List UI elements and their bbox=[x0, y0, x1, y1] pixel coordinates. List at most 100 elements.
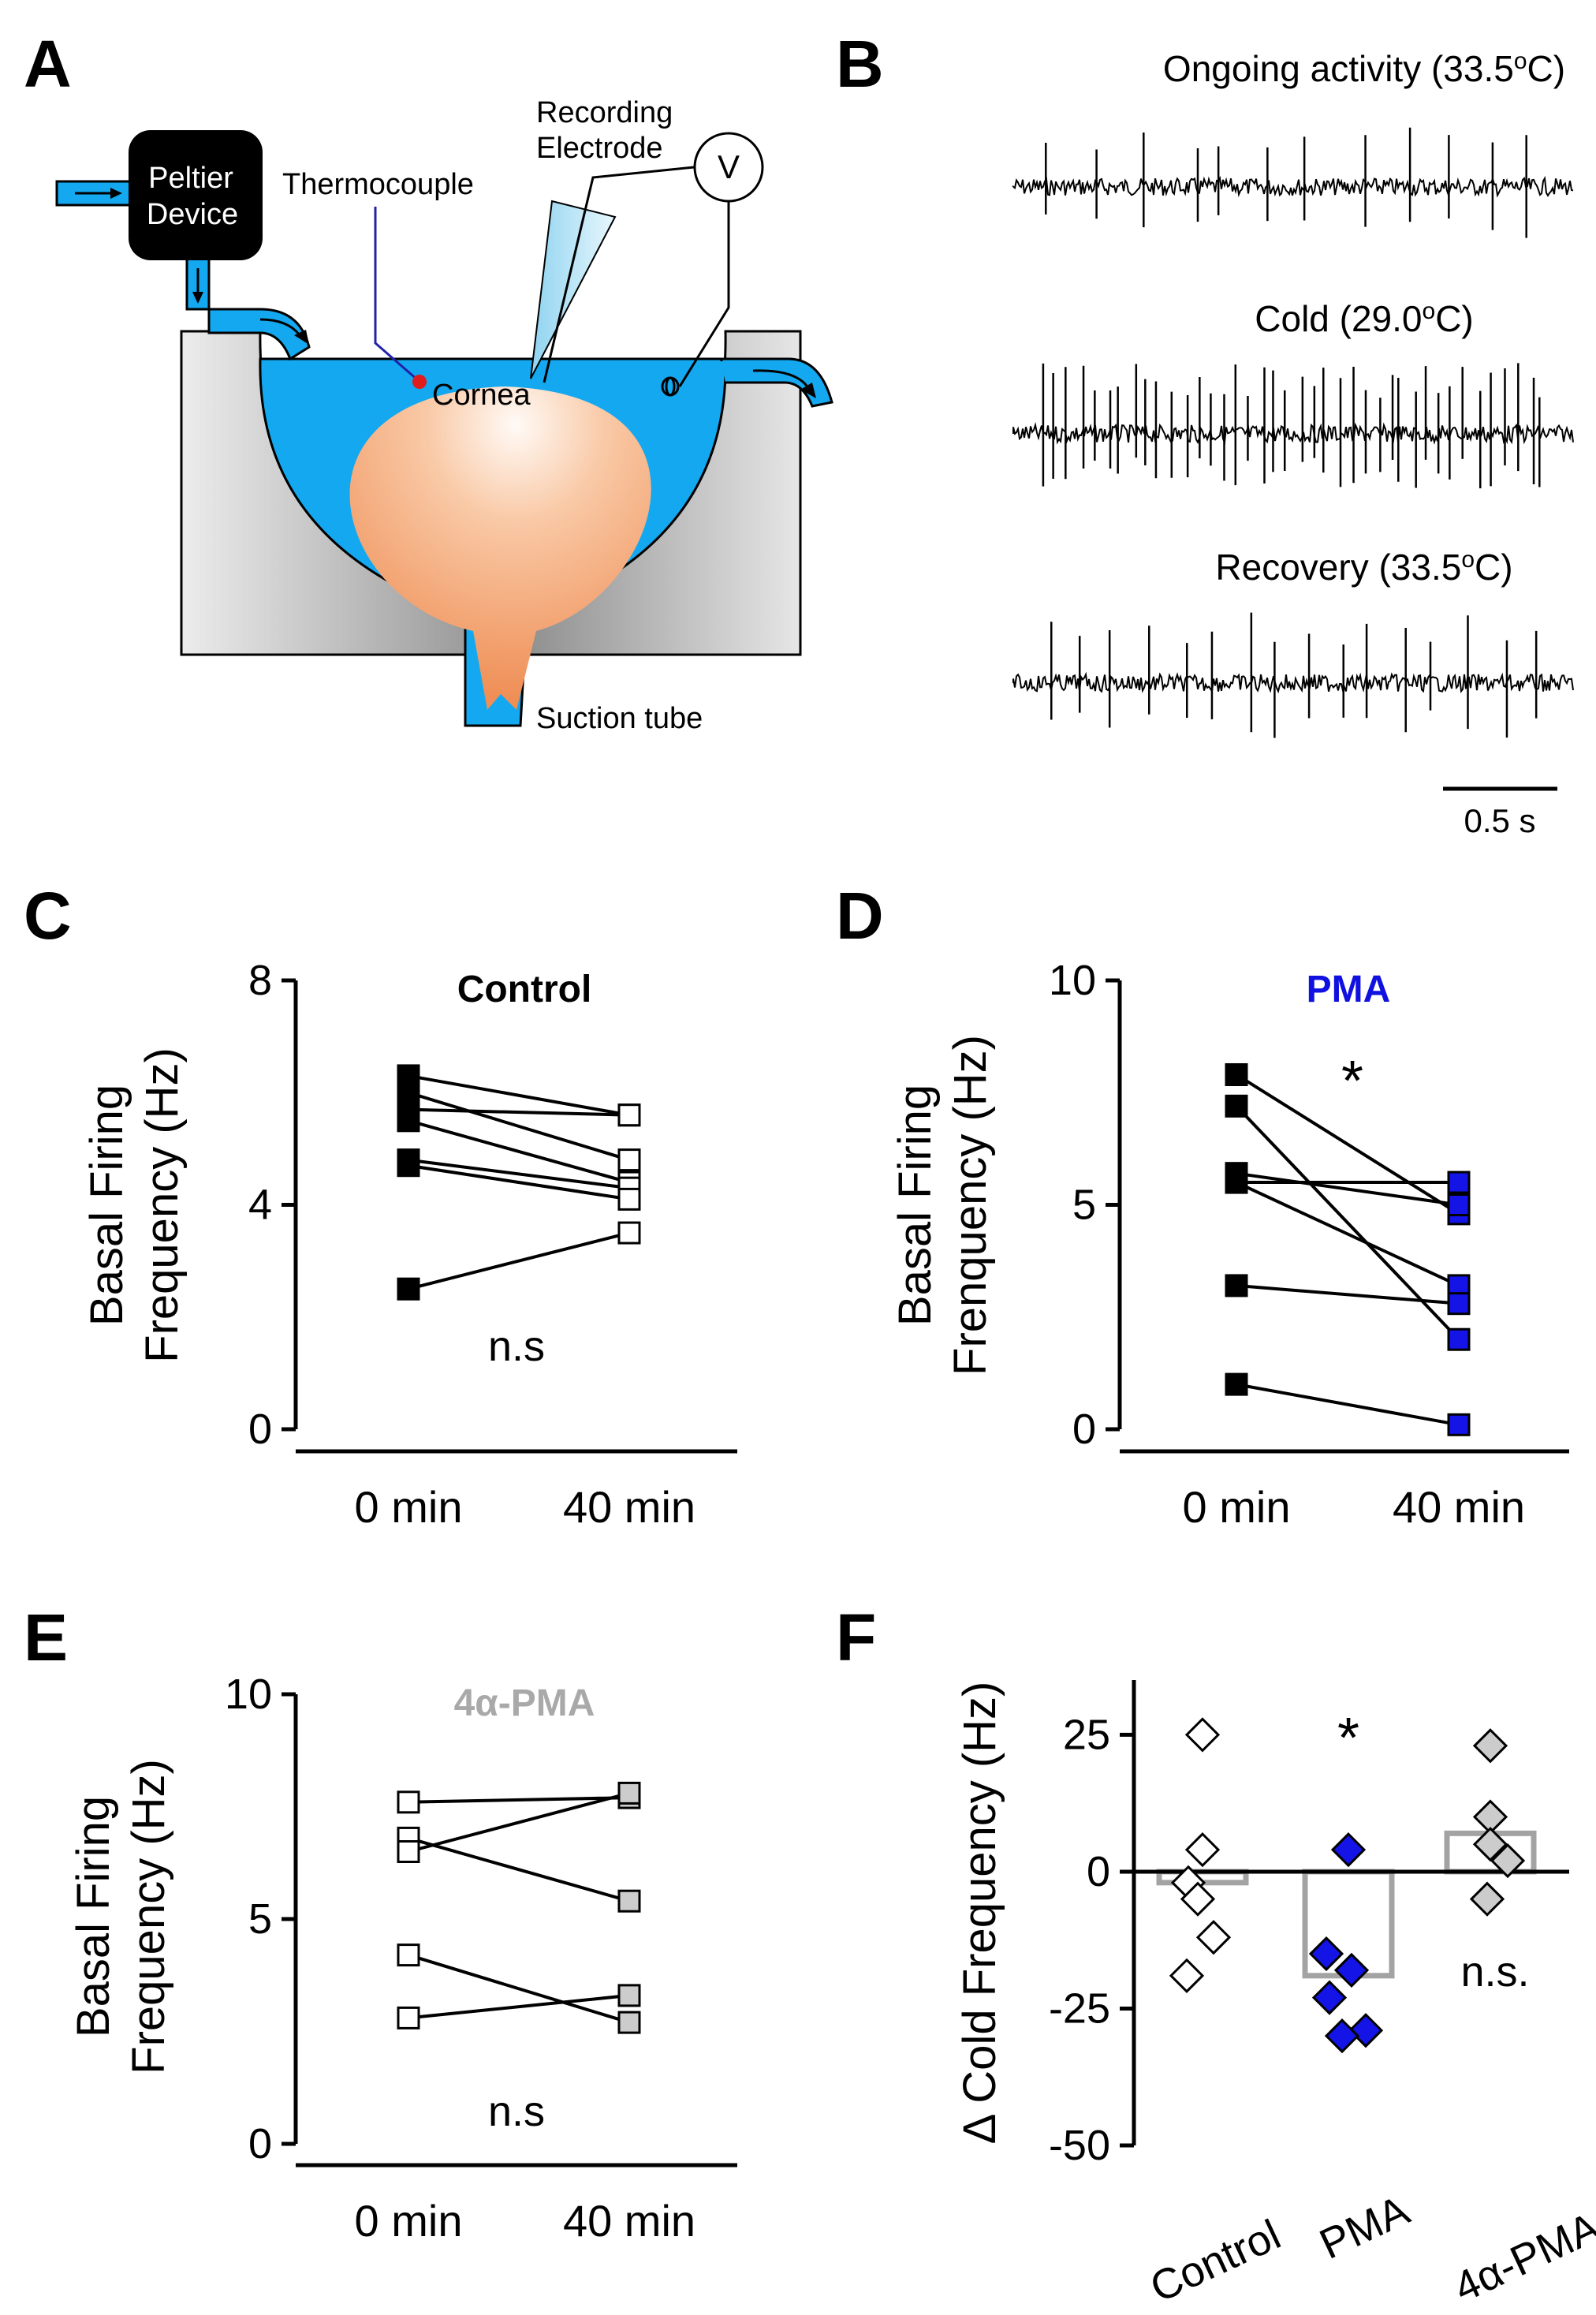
panel-label-c: C bbox=[24, 879, 72, 953]
pair-line bbox=[408, 1953, 630, 2025]
significance-annotation: n.s bbox=[488, 1323, 545, 1370]
data-point bbox=[1180, 1881, 1216, 1917]
y-tick-label: 10 bbox=[225, 1671, 272, 1718]
pair-line bbox=[1235, 1104, 1460, 1341]
marker-0min bbox=[397, 1109, 420, 1133]
thermocouple: Thermocouple bbox=[282, 168, 474, 389]
trace-title-2: Recovery (33.5oC) bbox=[1215, 547, 1512, 588]
pair-line bbox=[408, 1091, 630, 1162]
outlet-tube bbox=[720, 357, 833, 408]
data-point bbox=[1490, 1843, 1526, 1879]
pair-line bbox=[408, 1107, 630, 1117]
data-point bbox=[1330, 1832, 1367, 1868]
chart-d: 0 5 10 0 min 40 min Basal Firing Frenquency (H… bbox=[889, 957, 1569, 1532]
x-category-label: 4α-PMA bbox=[1447, 2204, 1596, 2312]
y-axis-label-line1: Basal Firing bbox=[81, 1085, 132, 1326]
x-tick-label: 40 min bbox=[563, 1482, 695, 1532]
marker-40min bbox=[1447, 1327, 1471, 1351]
data-point bbox=[1184, 1717, 1221, 1753]
marker-0min bbox=[1225, 1094, 1248, 1118]
marker-0min bbox=[397, 2006, 420, 2029]
panel-b: B Ongoing activity (33.5oC) Cold (29.0oC)… bbox=[836, 27, 1574, 839]
recording-electrode: V Recording Electrode bbox=[530, 96, 764, 397]
pair-line bbox=[1236, 1283, 1460, 1305]
significance-annotation: n.s bbox=[488, 2088, 545, 2135]
peltier-label-2: Device bbox=[147, 198, 238, 231]
y-axis-label: Δ Cold Frequency (Hz) bbox=[954, 1682, 1005, 2145]
trace-title-0: Ongoing activity (33.5oC) bbox=[1163, 48, 1565, 89]
panel-label-a: A bbox=[24, 27, 72, 101]
marker-40min bbox=[617, 1889, 641, 1913]
cornea-label: Cornea bbox=[432, 379, 531, 412]
data-point bbox=[1472, 1827, 1508, 1862]
chart-e: 0 5 10 0 min 40 min Basal Firing Frequency (Hz… bbox=[68, 1671, 737, 2246]
marker-40min bbox=[617, 1148, 641, 1172]
y-tick-label: 5 bbox=[248, 1895, 272, 1943]
pair-line bbox=[408, 1836, 630, 1903]
peltier-label-1: Peltier bbox=[148, 162, 233, 195]
marker-40min bbox=[617, 1187, 641, 1211]
data-point bbox=[1308, 1936, 1344, 1972]
y-tick-label: -50 bbox=[1049, 2122, 1110, 2169]
perfusion-tubes bbox=[55, 180, 833, 408]
pair-line bbox=[408, 1073, 630, 1117]
trace-group: Ongoing activity (33.5oC) Cold (29.0oC) Re… bbox=[1012, 48, 1574, 738]
marker-0min bbox=[397, 1840, 420, 1863]
x-tick-label: 0 min bbox=[1183, 1482, 1291, 1532]
y-axis-label-line2: Frequency (Hz) bbox=[123, 1759, 174, 2074]
marker-0min bbox=[397, 1277, 420, 1301]
y-axis-label-line2: Frenquency (Hz) bbox=[945, 1035, 996, 1376]
pair-line bbox=[1236, 1383, 1460, 1427]
marker-40min bbox=[617, 1781, 641, 1805]
y-tick-label: 0 bbox=[248, 1406, 272, 1453]
peltier-box bbox=[129, 130, 263, 260]
chart-title: 4α-PMA bbox=[454, 1682, 595, 1724]
electrode-wire bbox=[543, 166, 695, 383]
recording-label-1: Recording bbox=[536, 96, 673, 129]
marker-0min bbox=[1225, 1274, 1248, 1298]
marker-40min bbox=[617, 1103, 641, 1127]
marker-40min bbox=[617, 2011, 641, 2034]
pair-line bbox=[408, 1993, 630, 2020]
marker-40min bbox=[1447, 1171, 1471, 1194]
peltier-device: Peltier Device bbox=[129, 130, 263, 260]
y-axis-label-line2: Frequency (Hz) bbox=[136, 1047, 188, 1363]
data-point bbox=[1472, 1728, 1508, 1764]
scalebar-label: 0.5 s bbox=[1464, 802, 1535, 839]
marker-40min bbox=[617, 1984, 641, 2007]
x-tick-label: 0 min bbox=[355, 2196, 463, 2246]
data-point bbox=[1469, 1881, 1505, 1917]
trace-title-1: Cold (29.0oC) bbox=[1255, 298, 1473, 339]
trace-baseline-2 bbox=[1012, 671, 1574, 694]
chamber bbox=[180, 330, 802, 727]
pair-line bbox=[408, 1796, 630, 1804]
marker-40min bbox=[1447, 1413, 1471, 1436]
inlet-tube bbox=[185, 255, 311, 361]
electrode-pipette bbox=[530, 200, 617, 379]
chart-title: Control bbox=[457, 969, 592, 1010]
marker-0min bbox=[397, 1790, 420, 1814]
chart-c: 0 4 8 0 min 40 min Basal Firing Frequency (Hz)… bbox=[81, 957, 737, 1532]
cornea-eye bbox=[349, 386, 651, 710]
data-point bbox=[1348, 2013, 1384, 2048]
y-tick-label: 4 bbox=[248, 1182, 272, 1229]
pair-line bbox=[1235, 1073, 1460, 1215]
trace-baseline-1 bbox=[1012, 422, 1574, 446]
y-tick-label: 0 bbox=[248, 2120, 272, 2168]
marker-0min bbox=[1225, 1372, 1248, 1396]
voltmeter-label: V bbox=[718, 148, 740, 185]
significance-annotation: * bbox=[1337, 1707, 1359, 1770]
data-point bbox=[1195, 1920, 1232, 1955]
pair-line bbox=[408, 1158, 630, 1190]
y-tick-label: 25 bbox=[1063, 1711, 1110, 1758]
x-tick-label: 40 min bbox=[563, 2196, 695, 2246]
significance-annotation: * bbox=[1341, 1050, 1363, 1113]
data-point bbox=[1324, 2018, 1360, 2054]
y-tick-label: 5 bbox=[1072, 1182, 1096, 1229]
reference-wire bbox=[678, 201, 730, 387]
marker-0min bbox=[1225, 1062, 1248, 1086]
significance-annotation: n.s. bbox=[1460, 1948, 1529, 1996]
marker-40min bbox=[1447, 1193, 1471, 1216]
y-tick-label: 8 bbox=[248, 957, 272, 1004]
